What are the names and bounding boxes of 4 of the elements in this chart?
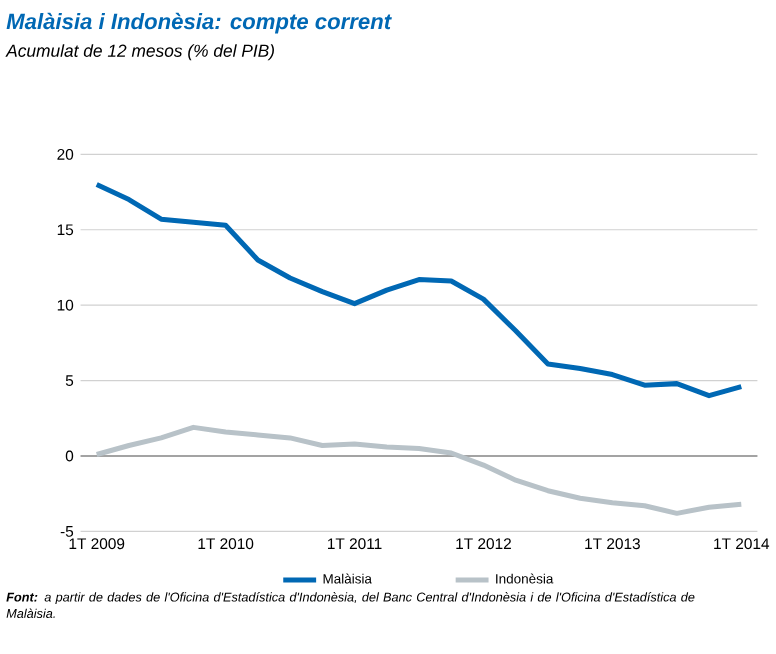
line-series bbox=[94, 182, 744, 399]
line-series bbox=[94, 425, 744, 517]
chart-title: Malàisia i Indonèsia: compte corrent bbox=[6, 12, 392, 34]
chart-subtitle: Acumulat de 12 mesos (% del PIB) bbox=[5, 44, 274, 61]
